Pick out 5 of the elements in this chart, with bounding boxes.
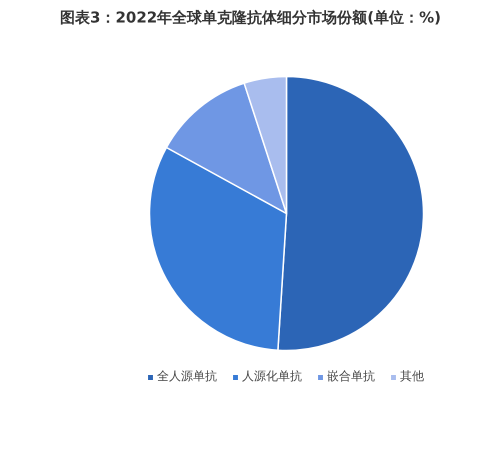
legend-label: 全人源单抗 [157,368,217,385]
legend-label: 其他 [400,368,424,385]
legend-label: 嵌合单抗 [327,368,375,385]
chart-title: 图表3：2022年全球单克隆抗体细分市场份额(单位：%) [60,8,441,26]
legend-label: 人源化单抗 [242,368,302,385]
